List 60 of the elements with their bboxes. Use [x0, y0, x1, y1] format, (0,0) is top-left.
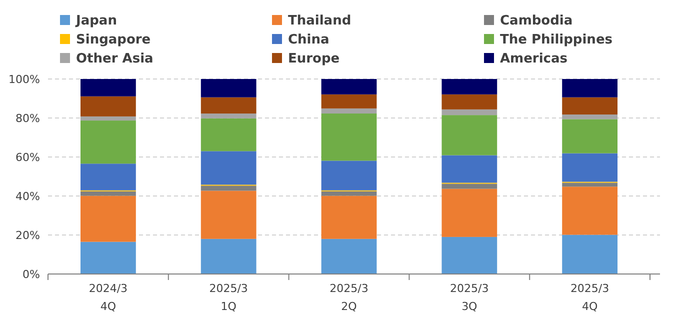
bar: [80, 164, 136, 190]
bar: [80, 196, 136, 242]
bar: [562, 186, 618, 235]
x-tick-label: 2024/3 4Q: [88, 282, 128, 313]
bar: [321, 160, 377, 190]
legend-label: China: [288, 32, 330, 48]
legend-label: Thailand: [288, 14, 352, 29]
legend-label: Americas: [500, 52, 568, 67]
bar: [80, 96, 136, 116]
legend-label: Other Asia: [76, 52, 154, 67]
bar: [200, 118, 256, 152]
bar: [442, 188, 498, 237]
bar: [562, 119, 618, 154]
bar: [562, 234, 618, 274]
legend-label: Cambodia: [500, 14, 573, 29]
bar: [200, 238, 256, 274]
bar: [562, 114, 618, 120]
x-tick-label: 2025/3 2Q: [330, 282, 368, 313]
bar: [321, 108, 377, 114]
bar: [200, 79, 256, 98]
bar: [200, 114, 256, 118]
bar: [80, 120, 136, 164]
bar: [442, 79, 498, 94]
bar: [80, 242, 136, 274]
bar: [200, 190, 256, 239]
bar: [321, 79, 377, 94]
legend-label: Japan: [75, 14, 117, 29]
bar: [562, 79, 618, 98]
y-tick-label: 40%: [16, 190, 40, 203]
bar: [200, 186, 256, 191]
bar: [80, 116, 136, 121]
y-tick-label: 20%: [16, 228, 40, 242]
bar: [200, 97, 256, 114]
bar: [321, 94, 377, 108]
bar: [442, 109, 498, 116]
y-tick-label: 60%: [16, 150, 40, 164]
bar: [442, 184, 498, 189]
y-tick-label: 80%: [16, 112, 40, 125]
bar: [80, 79, 136, 96]
bar: [562, 97, 618, 114]
bar: [442, 115, 498, 156]
bar: [80, 191, 136, 196]
legend-label: The Philippines: [500, 32, 613, 48]
bar: [321, 196, 377, 239]
bar: [562, 153, 618, 182]
bar: [562, 182, 618, 187]
bar: [442, 94, 498, 110]
y-tick-label: 100%: [8, 72, 40, 86]
bar: [321, 238, 377, 274]
bar: [442, 155, 498, 183]
bar: [200, 151, 256, 185]
bar: [321, 114, 377, 161]
legend-label: Europe: [288, 52, 340, 67]
legend-label: Singapore: [76, 32, 151, 48]
x-tick-label: 2025/3 3Q: [450, 282, 489, 313]
bar: [321, 191, 377, 196]
x-tick-label: 2025/3 1Q: [209, 282, 248, 313]
x-tick-label: 2025/3 4Q: [570, 282, 610, 313]
bar: [442, 236, 498, 274]
y-tick-label: 0%: [22, 268, 40, 281]
